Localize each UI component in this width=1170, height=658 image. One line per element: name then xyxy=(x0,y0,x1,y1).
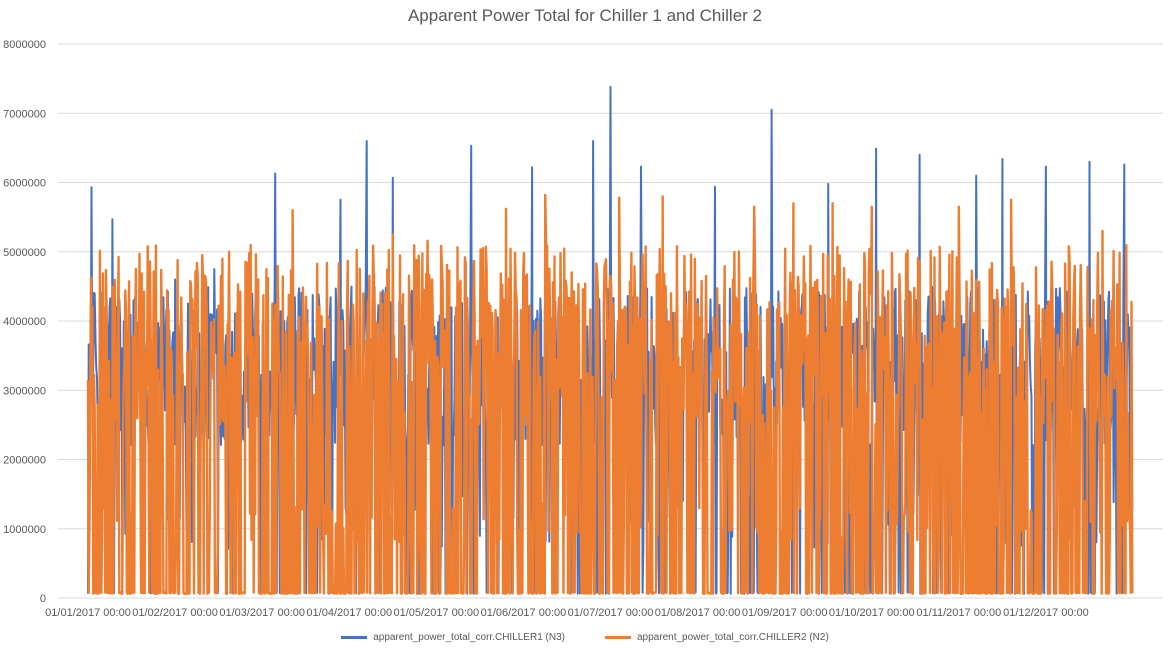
series-layer xyxy=(86,85,1134,595)
y-axis-ticks: 0 1000000 2000000 3000000 4000000 5000000 6000… xyxy=(3,39,46,605)
series-line-chiller2 xyxy=(86,193,1134,595)
x-tick-label: 01/01/2017 00:00 xyxy=(45,607,131,619)
y-tick-label: 0 xyxy=(40,593,46,605)
x-tick-label: 01/07/2017 00:00 xyxy=(568,607,654,619)
legend-swatch-chiller2 xyxy=(605,636,631,639)
x-tick-label: 01/06/2017 00:00 xyxy=(481,607,567,619)
x-tick-label: 01/09/2017 00:00 xyxy=(742,607,828,619)
legend-label-chiller2: apparent_power_total_corr.CHILLER2 (N2) xyxy=(637,632,829,643)
legend: apparent_power_total_corr.CHILLER1 (N3) … xyxy=(0,632,1170,643)
y-tick-label: 7000000 xyxy=(3,108,46,120)
legend-swatch-chiller1 xyxy=(341,636,368,639)
legend-label-chiller1: apparent_power_total_corr.CHILLER1 (N3) xyxy=(373,632,565,643)
x-tick-label: 01/12/2017 00:00 xyxy=(1003,607,1089,619)
legend-item-chiller2: apparent_power_total_corr.CHILLER2 (N2) xyxy=(605,632,829,643)
x-tick-label: 01/02/2017 00:00 xyxy=(132,607,218,619)
x-tick-label: 01/03/2017 00:00 xyxy=(219,607,305,619)
x-tick-label: 01/10/2017 00:00 xyxy=(829,607,915,619)
chart-title: Apparent Power Total for Chiller 1 and C… xyxy=(407,6,763,25)
x-tick-label: 01/04/2017 00:00 xyxy=(306,607,392,619)
y-tick-label: 3000000 xyxy=(3,385,46,397)
y-tick-label: 6000000 xyxy=(3,178,46,190)
y-tick-label: 2000000 xyxy=(3,455,46,467)
x-axis-ticks: 01/01/2017 00:00 01/02/2017 00:00 01/03/20… xyxy=(45,607,1089,619)
y-tick-label: 8000000 xyxy=(3,39,46,51)
y-tick-label: 4000000 xyxy=(3,316,46,328)
x-tick-label: 01/05/2017 00:00 xyxy=(394,607,480,619)
x-tick-label: 01/11/2017 00:00 xyxy=(916,607,1001,619)
y-tick-label: 5000000 xyxy=(3,247,46,259)
y-tick-label: 1000000 xyxy=(3,524,46,536)
x-tick-label: 01/08/2017 00:00 xyxy=(655,607,741,619)
legend-item-chiller1: apparent_power_total_corr.CHILLER1 (N3) xyxy=(341,632,565,643)
